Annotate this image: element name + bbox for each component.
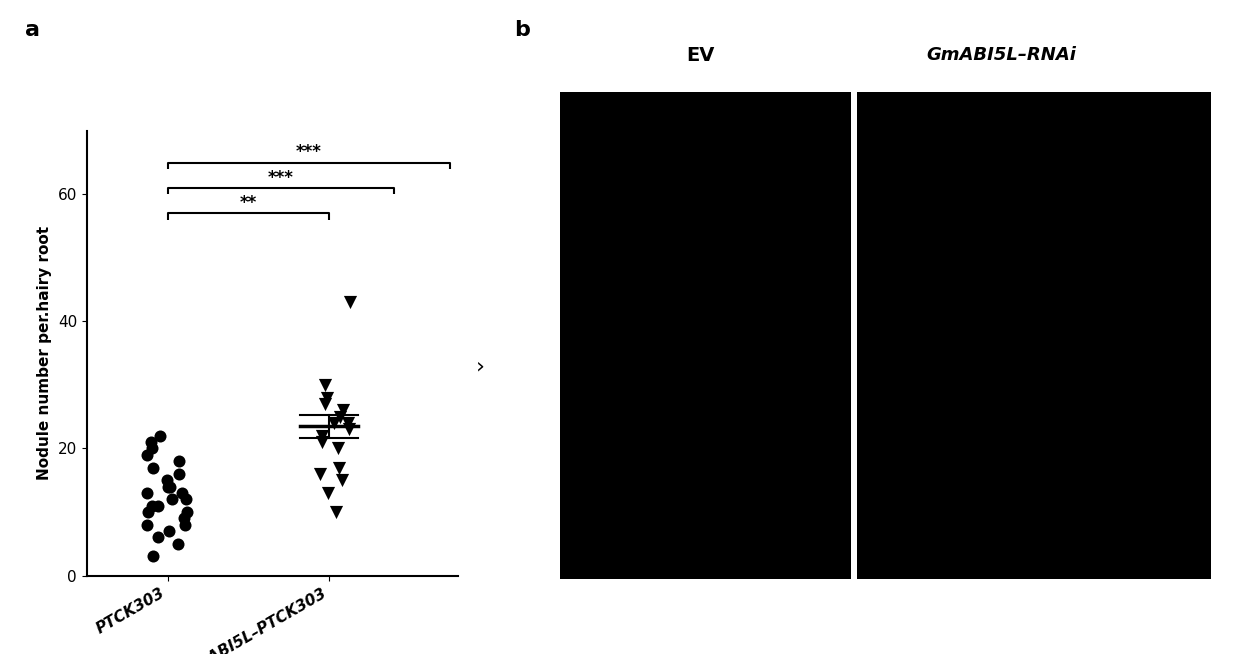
Point: [312, 437, 332, 447]
Point: [175, 513, 195, 524]
Point: [160, 481, 180, 492]
Point: [167, 538, 187, 549]
Point: [144, 462, 164, 473]
Point: [136, 488, 156, 498]
Point: [317, 392, 337, 403]
Point: [141, 437, 161, 447]
Point: [169, 456, 188, 466]
Text: GmABI5L–RNAi: GmABI5L–RNAi: [927, 46, 1075, 64]
Point: [318, 488, 338, 498]
Point: [332, 475, 352, 485]
Point: [162, 494, 182, 504]
Text: ***: ***: [268, 169, 294, 186]
Point: [142, 551, 162, 562]
Point: [138, 507, 157, 517]
Text: a: a: [25, 20, 40, 40]
Text: **: **: [239, 194, 256, 212]
Point: [150, 430, 170, 441]
Point: [315, 399, 335, 409]
Point: [142, 500, 162, 511]
Point: [312, 430, 332, 441]
Point: [149, 500, 169, 511]
Point: [138, 449, 157, 460]
Text: EV: EV: [686, 46, 714, 65]
Point: [326, 507, 346, 517]
Point: [157, 475, 177, 485]
Text: ›: ›: [476, 356, 486, 376]
Text: b: b: [514, 20, 530, 40]
Point: [331, 411, 351, 422]
Point: [325, 418, 344, 428]
Point: [338, 418, 358, 428]
Point: [169, 469, 188, 479]
Point: [159, 526, 178, 536]
Point: [315, 380, 335, 390]
Point: [172, 488, 192, 498]
Point: [147, 532, 167, 543]
Point: [159, 481, 178, 492]
Text: ***: ***: [296, 143, 322, 162]
Point: [176, 494, 196, 504]
Point: [138, 519, 157, 530]
Point: [339, 297, 359, 307]
Point: [330, 462, 349, 473]
Point: [328, 443, 348, 454]
Point: [333, 405, 353, 415]
Point: [339, 424, 359, 435]
Point: [142, 443, 162, 454]
Point: [177, 507, 197, 517]
Y-axis label: Nodule number per.hairy root: Nodule number per.hairy root: [37, 226, 52, 480]
Point: [311, 469, 331, 479]
Point: [175, 519, 195, 530]
